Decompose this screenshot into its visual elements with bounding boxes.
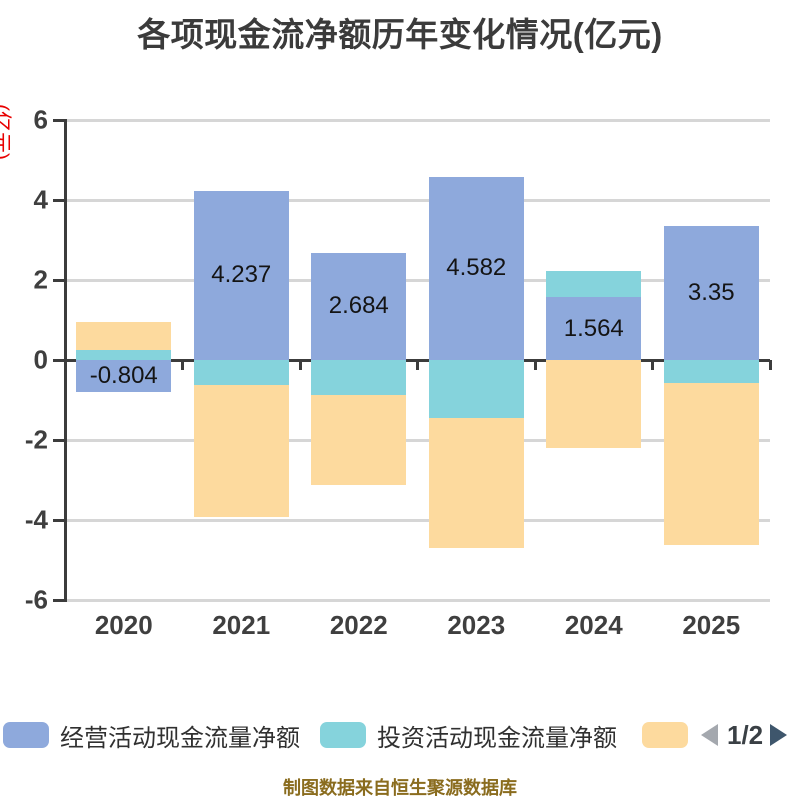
bar-segment-series1-2021[interactable] bbox=[193, 190, 289, 360]
gridline-y-6 bbox=[65, 118, 770, 122]
gridline-y--6 bbox=[65, 598, 770, 602]
y-axis-tick bbox=[53, 118, 64, 122]
x-axis-category-label-2021: 2021 bbox=[212, 610, 271, 640]
bar-segment-series1-2025[interactable] bbox=[663, 226, 759, 360]
y-axis-tick-label: 4 bbox=[33, 184, 48, 215]
y-axis-tick bbox=[53, 518, 64, 522]
bar-segment-series3-2025[interactable] bbox=[663, 382, 759, 545]
legend-pager: 1/2 bbox=[701, 719, 788, 750]
bar-segment-series2-2024[interactable] bbox=[546, 271, 642, 298]
legend-page-indicator: 1/2 bbox=[727, 719, 764, 750]
gridline-y-4 bbox=[65, 198, 770, 202]
bar-segment-series3-2020[interactable] bbox=[76, 322, 172, 350]
bar-value-label-2024: 1.564 bbox=[563, 314, 624, 342]
legend-item-investing-cashflow[interactable]: 投资活动现金流量净额 bbox=[320, 721, 617, 752]
y-axis-tick bbox=[53, 438, 64, 442]
chart-title: 各项现金流净额历年变化情况(亿元) bbox=[137, 16, 663, 53]
y-axis-tick-label: 0 bbox=[33, 344, 48, 375]
bar-segment-series1-2020[interactable] bbox=[76, 360, 172, 393]
x-axis-category-label-2025: 2025 bbox=[682, 610, 741, 640]
bar-segment-series3-2022[interactable] bbox=[311, 394, 407, 486]
legend-next-page-icon[interactable] bbox=[770, 724, 788, 746]
bar-segment-series3-2021[interactable] bbox=[193, 384, 289, 518]
bar-segment-series3-2024[interactable] bbox=[546, 360, 642, 448]
x-axis-tick bbox=[416, 360, 419, 370]
bar-value-label-2025: 3.35 bbox=[687, 279, 735, 306]
x-axis-category-label-2020: 2020 bbox=[94, 610, 153, 640]
legend-prev-page-icon[interactable] bbox=[701, 724, 718, 746]
legend-swatch-blue bbox=[3, 722, 49, 748]
bar-value-label-2022: 2.684 bbox=[328, 292, 389, 320]
legend-label-investing-cashflow: 投资活动现金流量净额 bbox=[377, 724, 617, 752]
legend-swatch-teal bbox=[320, 722, 366, 748]
bar-value-label-2020: -0.804 bbox=[89, 362, 158, 390]
y-axis-tick-label: -6 bbox=[24, 584, 48, 615]
x-axis-tick bbox=[298, 360, 302, 370]
bar-value-label-2023: 4.582 bbox=[446, 254, 507, 282]
legend-label-operating-cashflow: 经营活动现金流量净额 bbox=[60, 724, 300, 752]
y-axis-tick bbox=[53, 198, 64, 202]
x-axis-category-label-2022: 2022 bbox=[329, 610, 388, 640]
y-axis-tick-label: -2 bbox=[24, 424, 48, 455]
y-axis-tick bbox=[53, 358, 64, 362]
x-axis-category-label-2023: 2023 bbox=[447, 610, 506, 640]
x-axis-tick bbox=[768, 360, 772, 370]
y-axis-tick-label: -4 bbox=[24, 504, 48, 535]
legend-item-third-series[interactable] bbox=[642, 721, 699, 749]
bar-segment-series3-2023[interactable] bbox=[428, 418, 524, 548]
y-axis-tick bbox=[53, 598, 64, 602]
x-axis-tick bbox=[181, 360, 184, 370]
bar-value-label-2021: 4.237 bbox=[211, 261, 272, 289]
bar-segment-series2-2020[interactable] bbox=[76, 350, 172, 360]
bar-segment-series1-2024[interactable] bbox=[546, 297, 642, 360]
x-axis-tick bbox=[533, 360, 537, 370]
gridline-y--2 bbox=[65, 438, 770, 442]
bar-segment-series2-2025[interactable] bbox=[663, 360, 759, 383]
bar-segment-series2-2023[interactable] bbox=[428, 360, 524, 418]
bar-segment-series1-2023[interactable] bbox=[428, 176, 524, 360]
y-axis-tick-label: 2 bbox=[33, 264, 48, 295]
x-axis-category-label-2024: 2024 bbox=[564, 610, 623, 640]
bar-segment-series1-2022[interactable] bbox=[311, 252, 407, 360]
bar-segment-series2-2022[interactable] bbox=[311, 360, 407, 395]
gridline-y-2 bbox=[65, 278, 770, 282]
legend-item-operating-cashflow[interactable]: 经营活动现金流量净额 bbox=[3, 721, 300, 752]
x-axis-tick bbox=[651, 360, 654, 370]
legend: 经营活动现金流量净额 投资活动现金流量净额 1/2 bbox=[0, 719, 800, 752]
gridline-y--4 bbox=[65, 518, 770, 522]
y-axis-tick bbox=[53, 278, 64, 282]
x-axis-tick bbox=[63, 360, 67, 370]
data-source-note: 制图数据来自恒生聚源数据库 bbox=[283, 778, 517, 798]
bar-segment-series2-2021[interactable] bbox=[193, 360, 289, 385]
legend-swatch-orange bbox=[642, 722, 688, 748]
y-axis-tick-label: 6 bbox=[33, 104, 48, 135]
